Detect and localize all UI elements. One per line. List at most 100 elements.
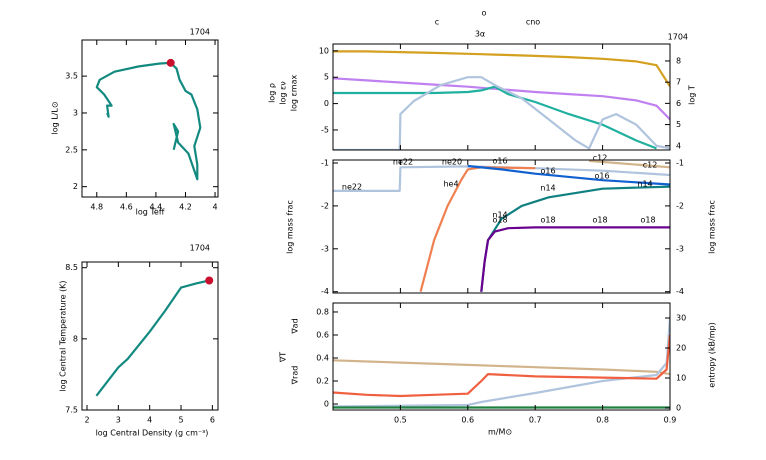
- y2-axis-label: log mass frac: [708, 200, 717, 254]
- y-tick-label: 5: [324, 73, 329, 82]
- y-axis-label-part: log εmax: [290, 74, 299, 111]
- annotation: he4: [443, 180, 458, 189]
- plot-frame: [332, 302, 671, 411]
- y2-tick-label: 6: [676, 99, 681, 108]
- plot-area: [333, 160, 670, 292]
- x-tick-label: 4.6: [120, 203, 133, 212]
- y2-tick-label: -3: [676, 244, 684, 253]
- x-tick-label: 4.8: [90, 203, 103, 212]
- y-tick-label: -1: [321, 159, 329, 168]
- corner-label: 1704: [668, 33, 688, 42]
- y2-axis-label: log T: [688, 85, 697, 105]
- y2-tick-label: 5: [676, 120, 681, 129]
- plot-area: [333, 317, 670, 409]
- y2-axis-label: entropy (kB/mp): [708, 322, 717, 387]
- series-line: [333, 334, 670, 398]
- y-axis-label-part: ∇ad: [291, 318, 300, 334]
- y-tick-label: -3: [321, 244, 329, 253]
- x-tick-label: 2: [84, 416, 89, 425]
- y-axis-label-part: ∇rad: [291, 366, 300, 386]
- y-tick-label: 0.2: [316, 377, 329, 386]
- x-axis-label: log Central Density (g cm⁻³): [96, 429, 209, 438]
- series-line: [333, 77, 670, 121]
- series-line: [333, 317, 670, 408]
- y-tick-label: 3: [73, 108, 78, 117]
- annotation: o16: [540, 167, 555, 176]
- x-tick-label: 4.4: [150, 203, 163, 212]
- y2-tick-label: 7: [676, 78, 681, 87]
- y2-tick-label: 4: [676, 141, 681, 150]
- series-line: [333, 76, 670, 150]
- y-tick-label: -4: [321, 287, 329, 296]
- y2-tick-label: -4: [676, 287, 684, 296]
- y-tick-label: 7.5: [65, 406, 78, 415]
- series-line: [333, 85, 657, 150]
- annotation: ne22: [342, 183, 362, 192]
- annotation: ne20: [442, 158, 462, 167]
- x-tick-label: 4.2: [179, 203, 192, 212]
- plot-area: [95, 276, 214, 397]
- x-tick-label: 4: [212, 203, 217, 212]
- annotation: o18: [492, 216, 507, 225]
- plot-frame: [81, 261, 219, 411]
- x-tick-label: 3: [116, 416, 121, 425]
- y-tick-label: 10: [319, 46, 329, 55]
- y-axis-label: log mass frac: [286, 200, 295, 254]
- y2-tick-label: -1: [676, 159, 684, 168]
- y-axis-label-part: log ρ: [268, 83, 277, 103]
- y2-tick-label: 8: [676, 56, 681, 65]
- y-tick-label: 0: [324, 400, 329, 409]
- y2-tick-label: 30: [676, 313, 686, 322]
- series-line: [467, 164, 670, 186]
- y-tick-label: 0: [324, 99, 329, 108]
- y-tick-label: 2.5: [65, 145, 78, 154]
- plot-frame: [81, 39, 219, 198]
- y-tick-label: 8: [73, 334, 78, 343]
- current-point: [166, 58, 175, 67]
- annotation: o: [482, 9, 487, 18]
- annotation: c12: [593, 154, 608, 163]
- x-axis-label: m/M⊙: [488, 428, 512, 437]
- series-line: [480, 185, 670, 292]
- y-axis-label-part: log εν: [279, 81, 288, 105]
- x-tick-label: 0.5: [394, 416, 407, 425]
- plot-area: [333, 50, 670, 150]
- y-axis-label-part: ∇T: [279, 352, 288, 363]
- annotation: ne22: [393, 158, 413, 167]
- x-tick-label: 5: [178, 416, 183, 425]
- x-tick-label: 0.6: [461, 416, 474, 425]
- annotation: o16: [492, 157, 507, 166]
- annotation: c: [435, 18, 439, 27]
- x-tick-label: 4: [147, 416, 152, 425]
- current-point: [205, 276, 214, 285]
- y2-tick-label: 0: [676, 403, 681, 412]
- x-axis-label: log Teff: [136, 208, 165, 217]
- y2-tick-label: 20: [676, 343, 686, 352]
- annotation: n14: [540, 184, 555, 193]
- x-tick-label: 0.8: [596, 416, 609, 425]
- annotation: 3α: [475, 30, 485, 39]
- y-tick-label: 2: [73, 182, 78, 191]
- series-line: [333, 359, 670, 376]
- x-tick-label: 0.9: [664, 416, 677, 425]
- plot-frame: [332, 43, 671, 151]
- y-tick-label: 0.6: [316, 330, 329, 339]
- y-tick-label: 0.4: [316, 353, 329, 362]
- x-tick-label: 0.7: [529, 416, 542, 425]
- plot-area: [95, 58, 202, 181]
- series-line: [95, 279, 210, 397]
- annotation: o18: [540, 216, 555, 225]
- series-line: [333, 50, 670, 87]
- y2-tick-label: 10: [676, 373, 686, 382]
- plot-frame: [332, 159, 671, 294]
- annotation: c12: [643, 161, 658, 170]
- annotation: n14: [637, 180, 652, 189]
- y-tick-label: -5: [321, 125, 329, 134]
- y2-tick-label: -2: [676, 201, 684, 210]
- y-tick-label: 3.5: [65, 72, 78, 81]
- annotation: cno: [526, 18, 540, 27]
- corner-label: 1704: [190, 244, 210, 253]
- annotation: n14: [492, 211, 507, 220]
- y-tick-label: 8.5: [65, 263, 78, 272]
